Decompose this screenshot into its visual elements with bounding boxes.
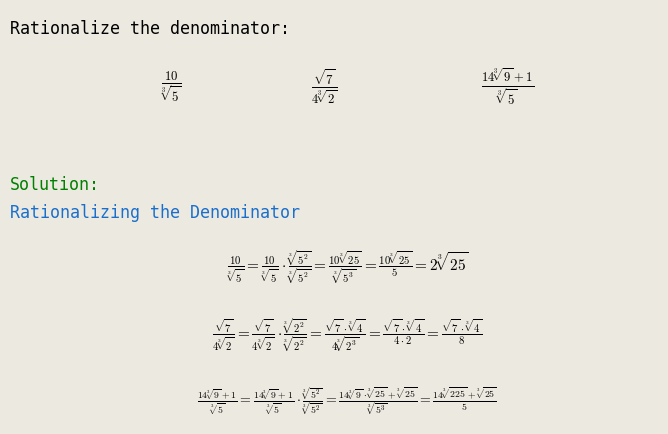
Text: $\frac{10}{\sqrt[3]{5}}$: $\frac{10}{\sqrt[3]{5}}$ bbox=[160, 69, 181, 105]
Text: Rationalizing the Denominator: Rationalizing the Denominator bbox=[10, 204, 300, 222]
Text: Rationalize the denominator:: Rationalize the denominator: bbox=[10, 20, 290, 37]
Text: $\frac{14\sqrt[3]{9}+1}{\sqrt[3]{5}}$: $\frac{14\sqrt[3]{9}+1}{\sqrt[3]{5}}$ bbox=[481, 66, 534, 107]
Text: $\frac{10}{\sqrt[3]{5}} = \frac{10}{\sqrt[3]{5}}\cdot\frac{\sqrt[3]{5^2}}{\sqrt[: $\frac{10}{\sqrt[3]{5}} = \frac{10}{\sqr… bbox=[226, 247, 469, 286]
Text: Solution:: Solution: bbox=[10, 175, 100, 194]
Text: $\frac{\sqrt{7}}{4\sqrt[3]{2}} = \frac{\sqrt{7}}{4\sqrt[3]{2}}\cdot\frac{\sqrt[3: $\frac{\sqrt{7}}{4\sqrt[3]{2}} = \frac{\… bbox=[212, 316, 483, 355]
Text: $\frac{\sqrt{7}}{4\sqrt[3]{2}}$: $\frac{\sqrt{7}}{4\sqrt[3]{2}}$ bbox=[311, 68, 337, 106]
Text: $\frac{14\sqrt[3]{9}+1}{\sqrt[3]{5}} = \frac{14\sqrt[3]{9}+1}{\sqrt[3]{5}}\cdot\: $\frac{14\sqrt[3]{9}+1}{\sqrt[3]{5}} = \… bbox=[197, 385, 498, 418]
